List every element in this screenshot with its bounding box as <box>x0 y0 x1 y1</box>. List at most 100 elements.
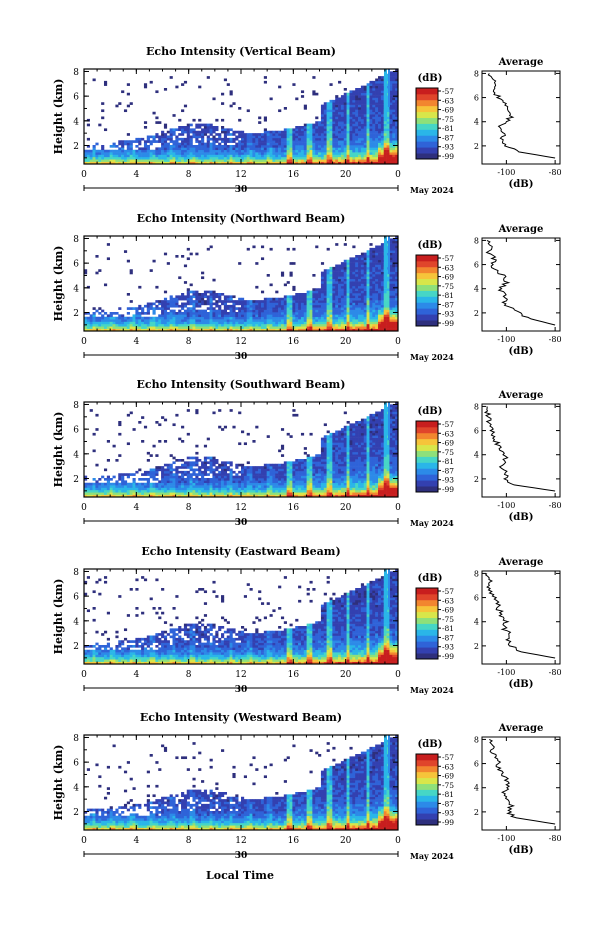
heatmap-cell <box>340 111 345 115</box>
heatmap-cell <box>189 478 193 481</box>
heatmap-cell <box>223 156 228 160</box>
heatmap-cell <box>135 161 139 165</box>
heatmap-cell <box>292 156 296 160</box>
heatmap-cell <box>309 319 313 322</box>
heatmap-cell <box>352 293 356 296</box>
heatmap-cell <box>275 309 279 313</box>
heatmap-cell <box>258 116 262 120</box>
heatmap-cell <box>318 135 322 139</box>
heatmap-cell <box>312 126 316 129</box>
heatmap-cell <box>95 142 99 146</box>
heatmap-cell <box>249 316 253 320</box>
heatmap-cell <box>283 309 287 313</box>
heatmap-cell <box>155 140 159 143</box>
heatmap-cell <box>89 494 93 498</box>
heatmap-cell <box>229 307 233 310</box>
heatmap-cell <box>166 130 170 134</box>
average-x-tick-label: -100 <box>497 335 515 344</box>
heatmap-cell <box>380 137 385 141</box>
heatmap-cell <box>169 482 173 486</box>
heatmap-cell <box>312 319 316 322</box>
heatmap-cell <box>352 145 356 148</box>
heatmap-cell <box>158 423 162 427</box>
heatmap-cell <box>363 156 367 160</box>
heatmap-cell <box>295 97 299 101</box>
heatmap-cell <box>218 293 222 296</box>
heatmap-cell <box>243 159 247 162</box>
heatmap-cell <box>195 494 199 498</box>
heatmap-cell <box>389 149 393 153</box>
heatmap-cell <box>326 140 330 143</box>
heatmap-cell <box>332 293 336 296</box>
heatmap-cell <box>126 487 130 491</box>
heatmap-cell <box>329 114 333 117</box>
heatmap-cell <box>315 290 319 294</box>
heatmap-cell <box>375 152 379 155</box>
heatmap-cell <box>129 154 133 158</box>
heatmap-cell <box>340 309 345 313</box>
heatmap-cell <box>195 411 199 415</box>
heatmap-cell <box>335 321 339 325</box>
heatmap-cell <box>192 485 196 488</box>
heatmap-cell <box>195 468 199 472</box>
heatmap-cell <box>363 314 367 318</box>
heatmap-cell <box>272 326 276 329</box>
heatmap-cell <box>92 485 96 488</box>
heatmap-cell <box>112 323 116 327</box>
heatmap-cell <box>358 274 362 277</box>
heatmap-cell <box>172 147 176 151</box>
heatmap-cell <box>146 478 150 481</box>
heatmap-cell <box>249 142 253 146</box>
heatmap-cell <box>255 137 259 141</box>
heatmap-cell <box>98 326 102 329</box>
heatmap-cell <box>378 152 382 155</box>
heatmap-cell <box>280 319 285 322</box>
heatmap-cell <box>192 295 196 299</box>
heatmap-cell <box>166 314 170 318</box>
colorbar-tick-label: -99 <box>442 319 454 328</box>
heatmap-cell <box>306 130 310 134</box>
heatmap-cell <box>166 485 170 488</box>
heatmap-cell <box>249 492 253 495</box>
heatmap-cell <box>149 319 153 322</box>
heatmap-cell <box>215 156 219 160</box>
heatmap-cell <box>369 283 373 287</box>
heatmap-cell <box>106 161 110 165</box>
heatmap-cell <box>161 485 165 488</box>
heatmap-cell <box>323 316 327 320</box>
heatmap-cell <box>309 161 313 165</box>
heatmap-cell <box>238 118 242 122</box>
heatmap-cell <box>329 283 333 287</box>
heatmap-cell <box>163 319 168 322</box>
heatmap-cell <box>243 489 247 493</box>
heatmap-cell <box>389 321 393 325</box>
heatmap-cell <box>129 149 133 153</box>
heatmap-cell <box>206 326 210 329</box>
heatmap-cell <box>303 130 307 134</box>
heatmap-cell <box>143 304 148 308</box>
heatmap-cell <box>355 312 359 315</box>
heatmap-cell <box>369 321 373 325</box>
heatmap-cell <box>112 154 116 158</box>
heatmap-cell <box>246 432 250 436</box>
heatmap-cell <box>298 149 302 153</box>
heatmap-cell <box>286 130 290 134</box>
heatmap-cell <box>241 314 245 318</box>
heatmap-cell <box>255 140 259 143</box>
heatmap-cell <box>269 145 273 148</box>
heatmap-cell <box>395 145 399 148</box>
heatmap-cell <box>340 121 345 124</box>
heatmap-cell <box>363 118 367 122</box>
heatmap-cell <box>203 319 208 322</box>
heatmap-cell <box>243 314 247 318</box>
heatmap-cell <box>289 302 293 306</box>
heatmap-cell <box>195 302 199 306</box>
heatmap-cell <box>263 145 267 148</box>
heatmap-cell <box>252 316 256 320</box>
heatmap-cell <box>260 328 265 332</box>
heatmap-cell <box>329 307 333 310</box>
heatmap-cell <box>198 489 202 493</box>
heatmap-cell <box>383 149 387 153</box>
heatmap-cell <box>161 416 165 419</box>
heatmap-cell <box>141 147 145 151</box>
